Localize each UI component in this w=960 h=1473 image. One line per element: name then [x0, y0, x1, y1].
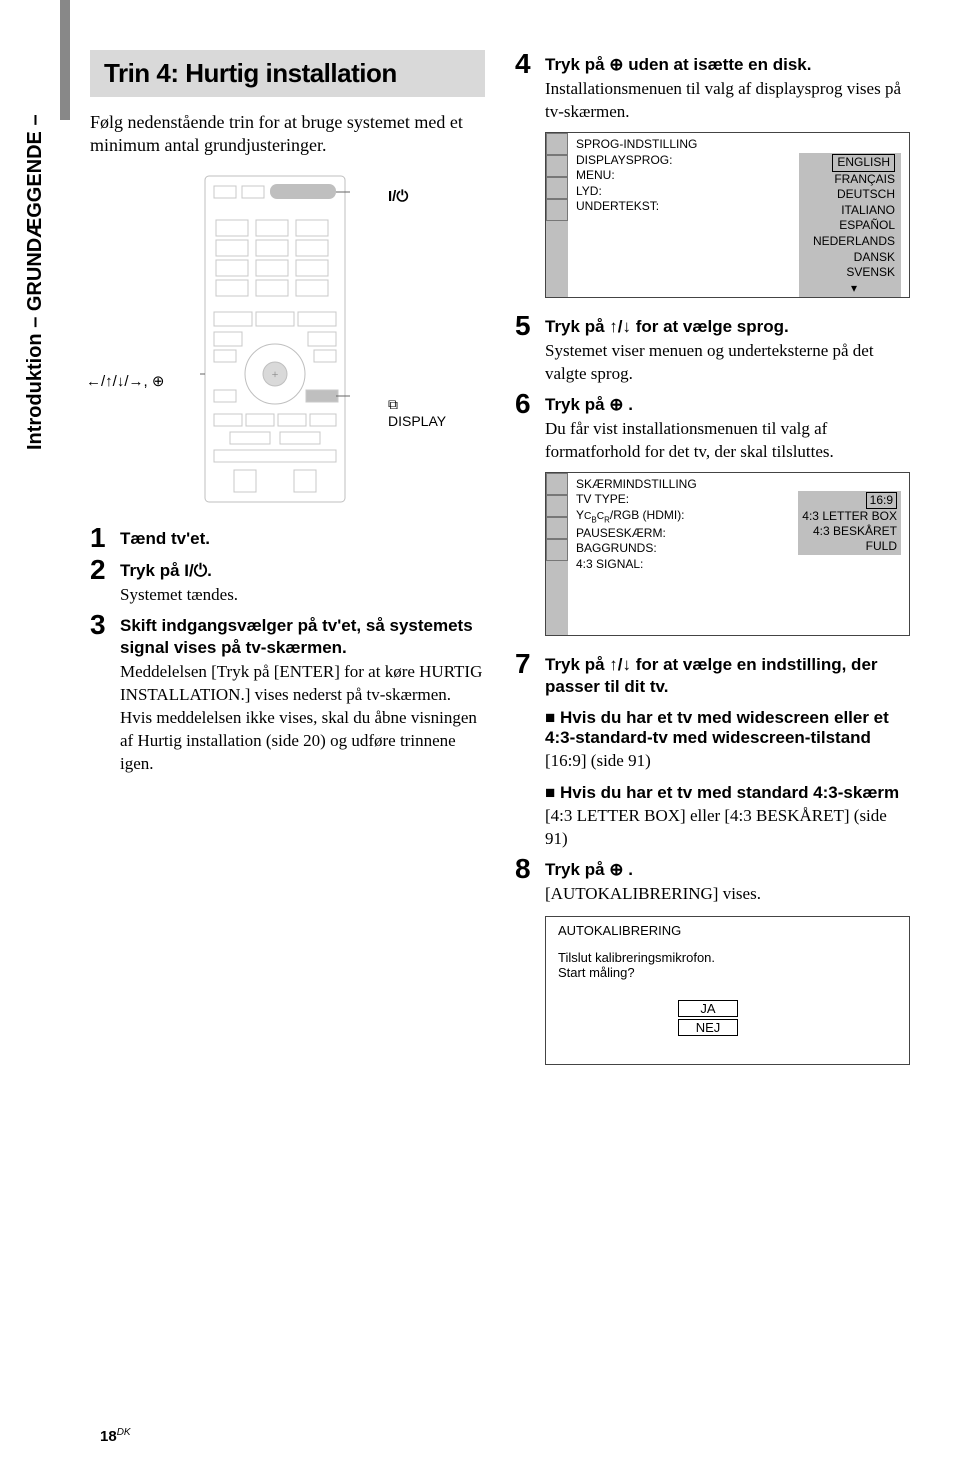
step-text: Meddelelsen [Tryk på [ENTER] for at køre…	[120, 661, 485, 776]
osd-option: ENGLISH	[832, 154, 895, 172]
osd-heading: SPROG-INDSTILLING	[576, 137, 901, 153]
step-num: 6	[515, 390, 545, 418]
osd-line: Tilslut kalibreringsmikrofon.	[558, 950, 897, 965]
step-text: [AUTOKALIBRERING] vises.	[545, 883, 910, 906]
step-1: 1 Tænd tv'et.	[90, 524, 485, 552]
step-num: 1	[90, 524, 120, 552]
section-title: Trin 4: Hurtig installation	[104, 58, 471, 89]
side-section-label: Introduktion – GRUNDÆGGENDE –	[24, 114, 47, 450]
osd-screen: SKÆRMINDSTILLING TV TYPE:16:9 YCBCR/RGB …	[545, 472, 910, 636]
osd-option: FRANÇAIS	[813, 172, 895, 188]
osd-row-key: LYD:	[576, 184, 602, 200]
step-title: Tryk på ⊕ .	[545, 394, 910, 416]
step-sub-heading: Hvis du har et tv med widescreen eller e…	[545, 708, 910, 748]
right-column: 4 Tryk på ⊕ uden at isætte en disk. Inst…	[515, 50, 910, 1079]
osd-option: 4:3 BESKÅRET	[802, 524, 897, 539]
step-num: 4	[515, 50, 545, 78]
osd-row-key: DISPLAYSPROG:	[576, 153, 672, 169]
step-title: Tryk på ⊕ .	[545, 859, 910, 881]
step-sub-text: [4:3 LETTER BOX] eller [4:3 BESKÅRET] (s…	[545, 805, 910, 851]
osd-tabs	[546, 133, 568, 297]
osd-more-arrow: ▾	[813, 281, 895, 297]
osd-option: DANSK	[813, 250, 895, 266]
step-6: 6 Tryk på ⊕ . Du får vist installationsm…	[515, 390, 910, 464]
osd-row-key: TV TYPE:	[576, 492, 629, 508]
osd-option: ITALIANO	[813, 203, 895, 219]
osd-button-yes: JA	[678, 1000, 738, 1017]
step-7: 7 Tryk på ↑/↓ for at vælge en indstillin…	[515, 650, 910, 851]
step-8: 8 Tryk på ⊕ . [AUTOKALIBRERING] vises.	[515, 855, 910, 906]
step-5: 5 Tryk på ↑/↓ for at vælge sprog. System…	[515, 312, 910, 386]
section-intro: Følg nedenstående trin for at bruge syst…	[90, 111, 485, 158]
left-column: Trin 4: Hurtig installation Følg nedenst…	[90, 50, 485, 1079]
osd-option: DEUTSCH	[813, 187, 895, 203]
osd-option: 16:9	[866, 492, 897, 509]
callout-display: ⧉ DISPLAY	[388, 396, 446, 429]
osd-heading: AUTOKALIBRERING	[558, 923, 897, 938]
osd-option: SVENSK	[813, 265, 895, 281]
step-sub-heading: Hvis du har et tv med standard 4:3-skærm	[545, 783, 910, 803]
step-text: Systemet viser menuen og underteksterne …	[545, 340, 910, 386]
step-sub-text: [16:9] (side 91)	[545, 750, 910, 773]
osd-row-key: PAUSESKÆRM:	[576, 526, 666, 542]
step-text: Installationsmenuen til valg af displays…	[545, 78, 910, 124]
osd-option: FULD	[802, 539, 897, 554]
section-header: Trin 4: Hurtig installation	[90, 50, 485, 97]
display-icon: ⧉	[388, 396, 398, 412]
osd-autocal: AUTOKALIBRERING Tilslut kalibreringsmikr…	[545, 916, 910, 1065]
osd-language: SPROG-INDSTILLING DISPLAYSPROG: ENGLISH M…	[545, 132, 910, 298]
step-num: 8	[515, 855, 545, 883]
callout-arrows: ←/↑/↓/→, ⊕	[86, 372, 164, 390]
osd-row-key: UNDERTEKST:	[576, 199, 659, 215]
step-2: 2 Tryk på I/⏻. Systemet tændes.	[90, 556, 485, 607]
osd-option: ESPAÑOL	[813, 218, 895, 234]
step-title: Tryk på ⊕ uden at isætte en disk.	[545, 54, 910, 76]
osd-tabs	[546, 473, 568, 635]
page-number: 18DK	[100, 1427, 131, 1445]
osd-options: 16:9 4:3 LETTER BOX 4:3 BESKÅRET FULD	[798, 491, 901, 555]
step-title: Tryk på I/⏻.	[120, 560, 485, 582]
step-title: Tryk på ↑/↓ for at vælge en indstilling,…	[545, 654, 910, 698]
display-label: DISPLAY	[388, 413, 446, 429]
step-num: 7	[515, 650, 545, 678]
svg-text:+: +	[272, 367, 279, 381]
step-num: 3	[90, 611, 120, 639]
callout-power: I/⏻	[388, 188, 408, 205]
tab-stripe	[60, 0, 70, 120]
step-3: 3 Skift indgangsvælger på tv'et, så syst…	[90, 611, 485, 776]
osd-option: 4:3 LETTER BOX	[802, 509, 897, 524]
osd-row-key: 4:3 SIGNAL:	[576, 557, 643, 573]
osd-line: Start måling?	[558, 965, 897, 980]
remote-svg: +	[200, 174, 350, 504]
step-text: Systemet tændes.	[120, 584, 485, 607]
step-title: Tænd tv'et.	[120, 528, 485, 550]
osd-options: ENGLISH FRANÇAIS DEUTSCH ITALIANO ESPAÑO…	[799, 153, 901, 297]
osd-button-no: NEJ	[678, 1019, 738, 1036]
step-num: 2	[90, 556, 120, 584]
page-lang: DK	[117, 1427, 131, 1438]
step-4: 4 Tryk på ⊕ uden at isætte en disk. Inst…	[515, 50, 910, 124]
osd-row-key: BAGGRUNDS:	[576, 541, 657, 557]
osd-row-key: MENU:	[576, 168, 615, 184]
step-title: Tryk på ↑/↓ for at vælge sprog.	[545, 316, 910, 338]
osd-row-key: YCBCR/RGB (HDMI):	[576, 508, 685, 526]
step-text: Du får vist installationsmenuen til valg…	[545, 418, 910, 464]
page-num-value: 18	[100, 1428, 117, 1445]
remote-diagram: ←/↑/↓/→, ⊕ I/⏻ ⧉ DISPLAY	[90, 174, 485, 514]
step-num: 5	[515, 312, 545, 340]
osd-option: NEDERLANDS	[813, 234, 895, 250]
step-title: Skift indgangsvælger på tv'et, så system…	[120, 615, 485, 659]
